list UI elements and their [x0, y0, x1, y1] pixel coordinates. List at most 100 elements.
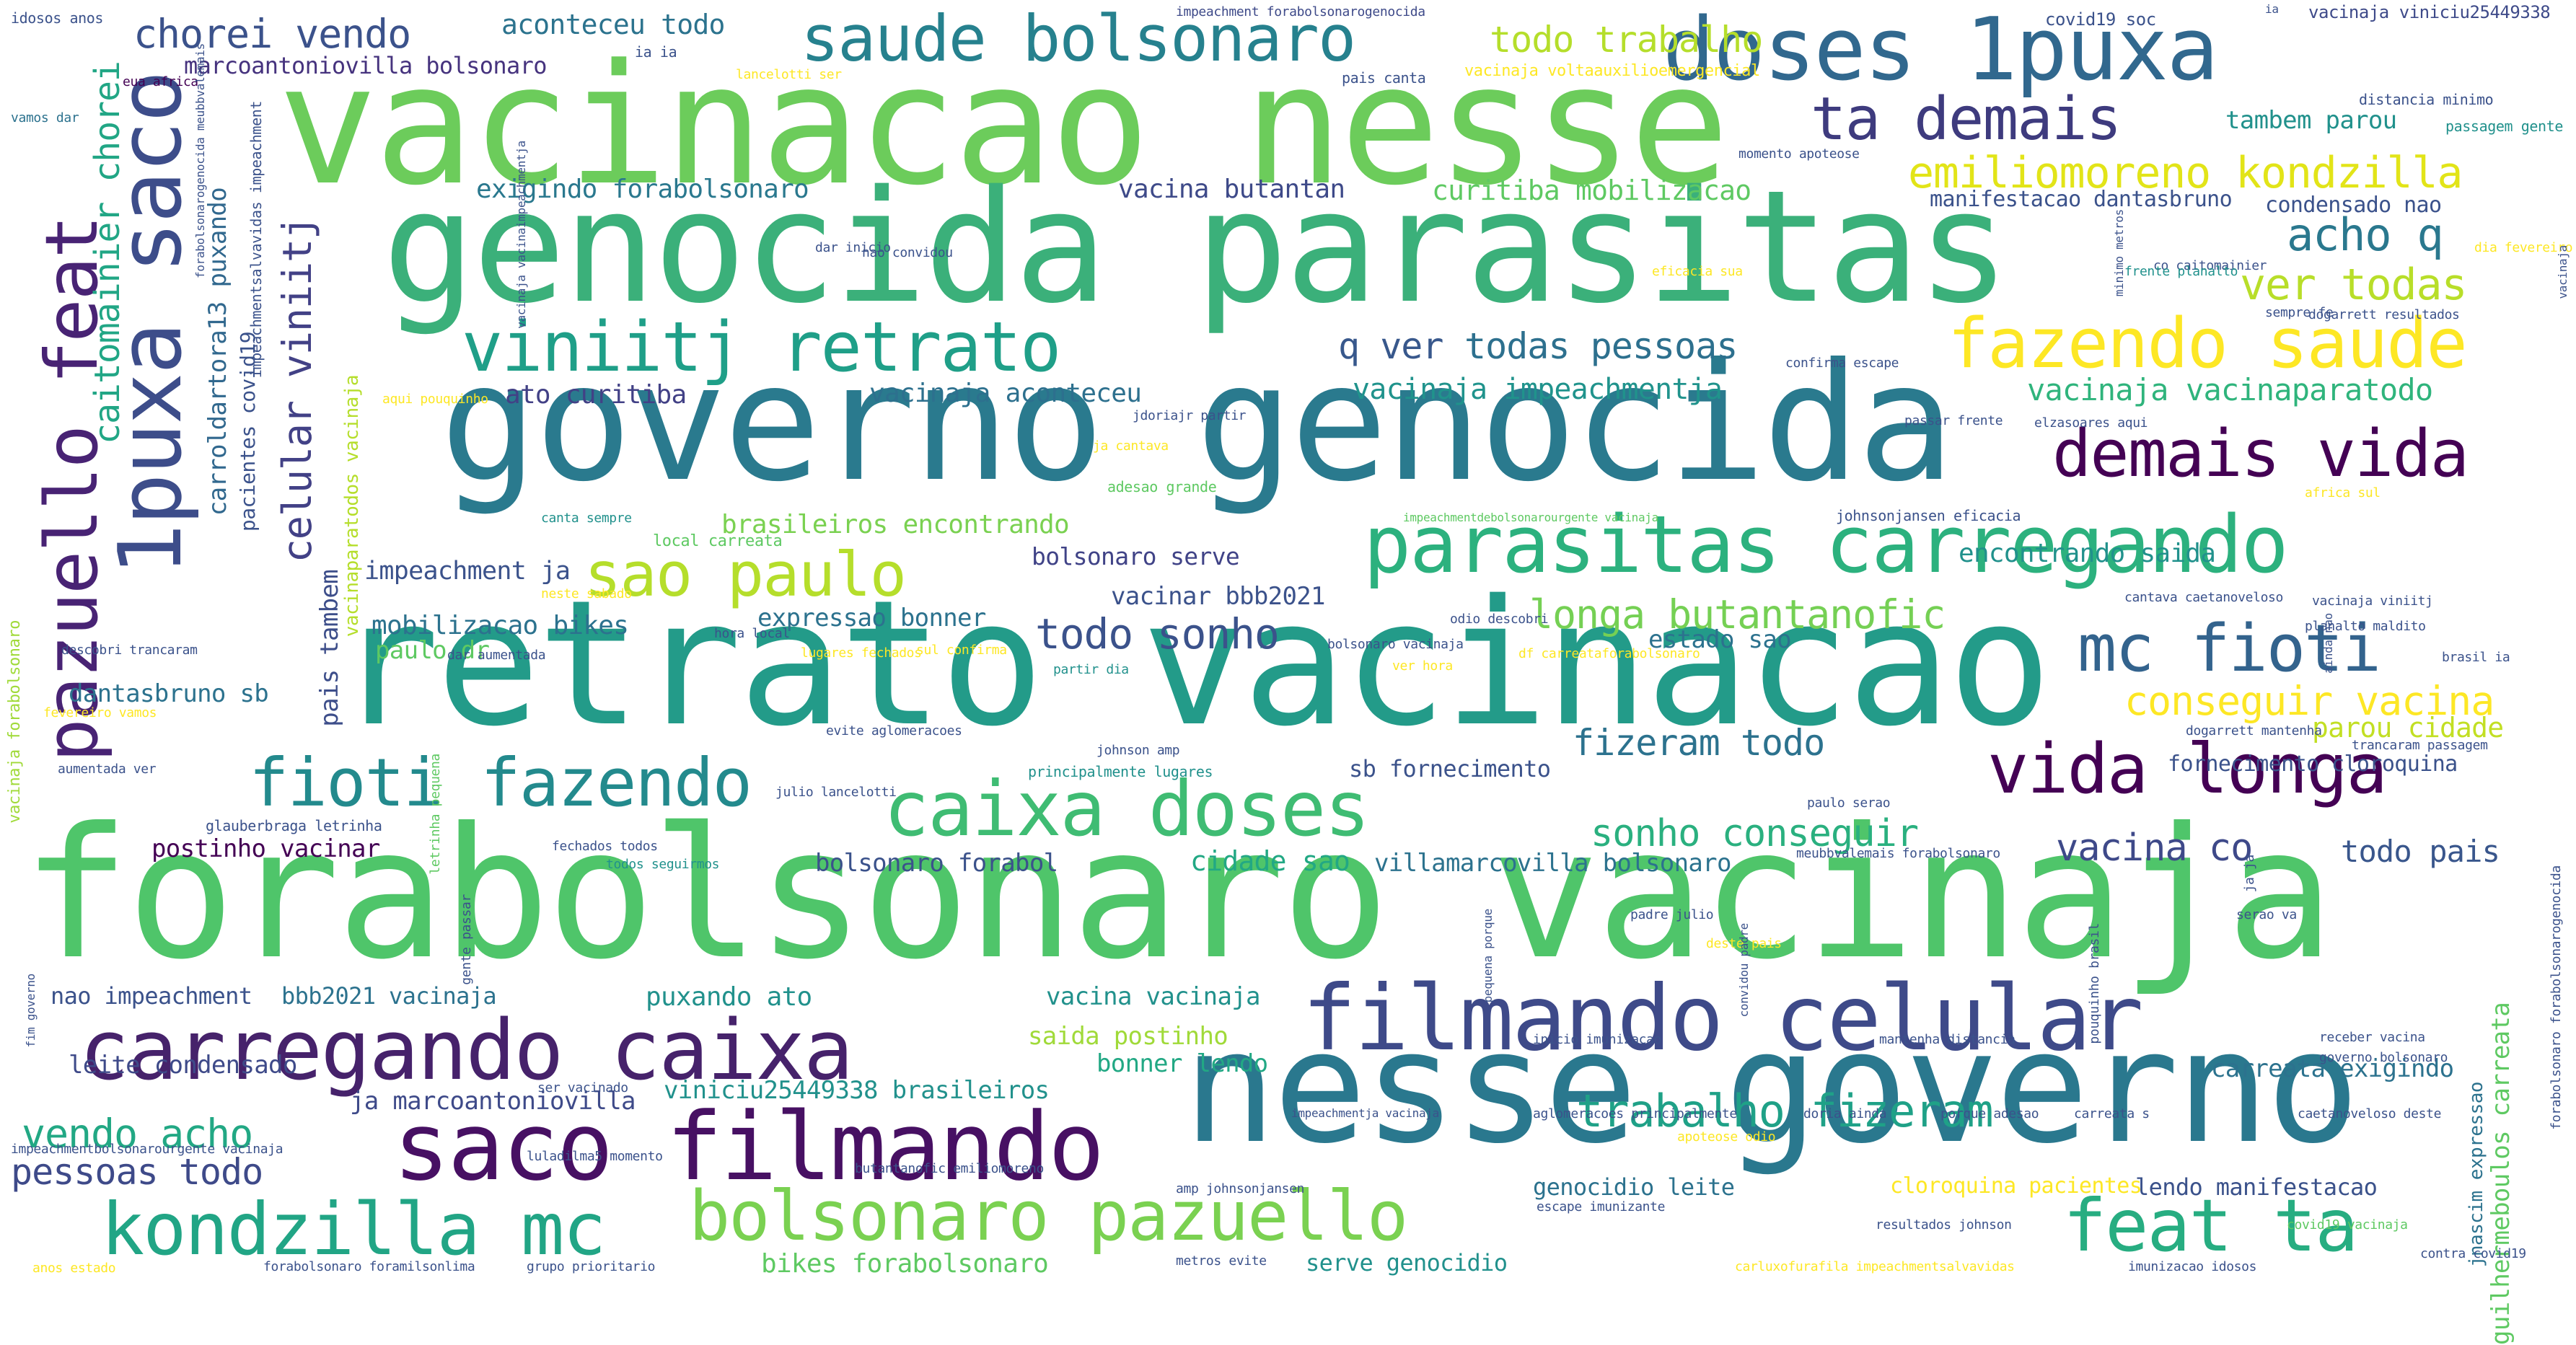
word: cloroquina pacientes — [1890, 1173, 2142, 1199]
word: minimo metros — [2112, 209, 2126, 297]
word: caixa doses — [884, 765, 1370, 853]
word: ia ia — [635, 43, 677, 61]
word: trabalho fizeram — [1576, 1085, 1994, 1137]
word: governo genocida — [440, 329, 1955, 518]
word: carroldartora13 puxando — [203, 188, 232, 516]
word: planalto maldito — [2305, 619, 2426, 634]
word: caetanoveloso deste — [2298, 1106, 2442, 1121]
word: sb fornecimento — [1349, 755, 1551, 782]
word: fechados todos — [552, 839, 658, 854]
word: vendo acho — [22, 1111, 253, 1157]
word: sempre fe — [2265, 305, 2334, 320]
word: bolsonaro forabol — [815, 849, 1058, 878]
word: jnascim expressao — [2466, 1082, 2487, 1268]
word: apoteose odio — [1677, 1129, 1776, 1145]
word: aglomeracoes principalmente — [1533, 1106, 1737, 1121]
word: vacinaja impeachmentja — [1353, 373, 1723, 406]
word: villamarcovilla bolsonaro — [1374, 849, 1731, 878]
word: principalmente lugares — [1028, 763, 1213, 780]
word: co caitomainier — [2153, 258, 2267, 273]
word: dogarrett resultados — [2308, 307, 2460, 322]
word: ja marcoantoniovilla — [350, 1087, 636, 1116]
word: momento apoteose — [1738, 146, 1860, 162]
word: grupo prioritario — [527, 1259, 656, 1274]
word: lancelotti ser — [736, 67, 842, 82]
word: cantava caetanoveloso — [2124, 590, 2284, 605]
word: dogarrett mantenha — [2186, 723, 2322, 738]
word: dar aumentada — [447, 648, 546, 663]
word: pessoas todo — [11, 1151, 263, 1193]
word: passagem gente — [2445, 118, 2563, 135]
word: julio lancelotti — [775, 785, 897, 800]
word: doria ainda — [1803, 1106, 1887, 1121]
word: paulo serao — [1807, 795, 1891, 811]
word: mobilizacao bikes — [372, 611, 629, 640]
word: escape imunizante — [1537, 1199, 1666, 1214]
word: johnson amp — [1096, 743, 1180, 758]
word: ainda nao — [2321, 613, 2335, 674]
word: governo bolsonaro — [2319, 1050, 2448, 1065]
word: letrinha pequena — [428, 754, 443, 875]
word: viniciu25449338 brasileiros — [664, 1076, 1050, 1105]
word: genocidio leite — [1533, 1173, 1735, 1201]
word: pais tambem — [315, 570, 344, 727]
word: vacinaja viniciu25449338 — [2308, 2, 2551, 22]
word: local carreata — [653, 532, 783, 550]
word: fevereiro vamos — [43, 705, 157, 720]
word: pequena porque — [1481, 909, 1495, 1003]
word: ja cantava — [1093, 438, 1169, 454]
word: dantasbruno sb — [69, 679, 269, 708]
word: cidade sao — [1190, 845, 1350, 877]
word: genocida parasitas — [382, 156, 2010, 338]
word: anos estado — [32, 1261, 116, 1276]
word: dia fevereiro — [2474, 240, 2573, 255]
word: lendo manifestacao — [2135, 1173, 2378, 1201]
word: serve genocidio — [1306, 1249, 1508, 1276]
word: bikes forabolsonaro — [761, 1249, 1049, 1279]
word: demais vida — [2052, 416, 2469, 492]
word: filmando celular — [1302, 966, 2144, 1071]
word: adesao grande — [1107, 478, 1217, 495]
word: vida longa — [1987, 730, 2388, 809]
word: fornecimento cloroquina — [2168, 751, 2458, 777]
word: padre julio — [1630, 907, 1714, 922]
word: amp johnsonjansen — [1176, 1181, 1305, 1196]
word: impeachmentsalvavidas impeachment — [247, 101, 265, 379]
word: meubbvalemais forabolsonaro — [1796, 846, 2000, 861]
word: frente planalto — [2124, 264, 2238, 279]
word: partir dia — [1053, 662, 1129, 677]
word: sul confirma — [916, 643, 1007, 658]
word: aconteceu todo — [501, 9, 725, 40]
word: contra covid19 — [2420, 1246, 2526, 1261]
word: forabolsonaro foramilsonlima — [263, 1259, 475, 1274]
word: distancia minimo — [2359, 91, 2494, 108]
word: impeachment forabolsonarogenocida — [1176, 4, 1425, 19]
word: forabolsonaro vacinaja — [22, 789, 2334, 999]
word: carreata exigindo — [2211, 1054, 2454, 1083]
word: bbb2021 vacinaja — [281, 982, 497, 1010]
word: vacinacao nesse — [278, 30, 1730, 222]
word: vamos dar — [11, 110, 79, 125]
word: tambem parou — [2225, 106, 2397, 135]
word: mc fioti — [2078, 611, 2381, 687]
word: df carreataforabolsonaro — [1518, 646, 1700, 661]
word: inicio imunizacao — [1533, 1032, 1662, 1047]
word: encontrando saida — [1959, 539, 2216, 568]
word: ia — [2265, 2, 2279, 16]
word: neste sabado — [541, 586, 632, 601]
word: todo pais — [2341, 834, 2500, 869]
word: vacinar bbb2021 — [1111, 582, 1326, 611]
word: carluxofurafila impeachmentsalvavidas — [1735, 1259, 2015, 1274]
word: exigindo forabolsonaro — [476, 175, 809, 204]
word: bolsonaro pazuello — [689, 1177, 1408, 1256]
word: viniitj retrato — [462, 308, 1061, 387]
word: curitiba mobilizacao — [1432, 175, 1751, 206]
word: forabolsonarogenocida meubbvalemais — [193, 43, 207, 278]
word: parou cidade — [2312, 712, 2504, 744]
word: condensado nao — [2265, 193, 2442, 218]
word: ato curitiba — [505, 380, 687, 410]
word: butantanofic emiliomoreno — [855, 1161, 1044, 1176]
word: puxando ato — [646, 982, 812, 1012]
word: africa sul — [2305, 485, 2381, 500]
word: metros evite — [1176, 1253, 1267, 1269]
